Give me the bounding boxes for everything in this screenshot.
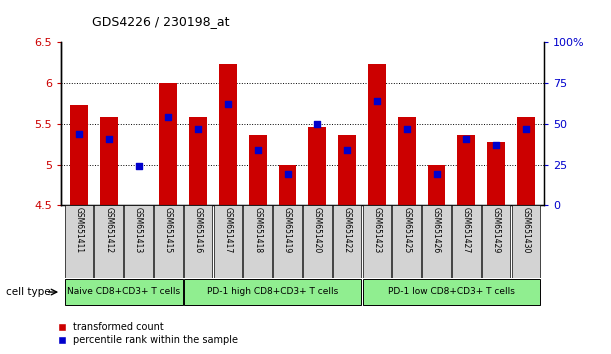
Point: [74, 131, 84, 137]
Text: GSM651415: GSM651415: [164, 207, 173, 254]
Text: GSM651413: GSM651413: [134, 207, 143, 254]
Text: GSM651420: GSM651420: [313, 207, 322, 254]
Bar: [189, 118, 207, 205]
Text: GSM651419: GSM651419: [283, 207, 292, 254]
Bar: [428, 165, 445, 205]
Bar: [487, 142, 505, 205]
Bar: [398, 118, 415, 205]
Bar: [214, 205, 242, 278]
Bar: [70, 105, 88, 205]
Bar: [452, 205, 481, 278]
Bar: [303, 205, 332, 278]
Text: GSM651422: GSM651422: [343, 207, 352, 253]
Point: [193, 126, 203, 132]
Text: GSM651425: GSM651425: [402, 207, 411, 254]
Bar: [243, 205, 272, 278]
Bar: [363, 205, 391, 278]
Text: PD-1 low CD8+CD3+ T cells: PD-1 low CD8+CD3+ T cells: [388, 287, 515, 296]
Legend: transformed count, percentile rank within the sample: transformed count, percentile rank withi…: [54, 319, 242, 349]
Bar: [368, 64, 386, 205]
Point: [134, 164, 144, 169]
Bar: [65, 205, 93, 278]
Point: [164, 115, 174, 120]
Point: [372, 98, 382, 104]
Bar: [363, 279, 540, 305]
Text: GDS4226 / 230198_at: GDS4226 / 230198_at: [92, 15, 229, 28]
Text: GSM651427: GSM651427: [462, 207, 471, 254]
Text: GSM651412: GSM651412: [104, 207, 113, 253]
Bar: [95, 205, 123, 278]
Bar: [422, 205, 451, 278]
Text: GSM651418: GSM651418: [253, 207, 262, 253]
Point: [342, 147, 352, 153]
Point: [491, 142, 501, 148]
Point: [521, 126, 531, 132]
Bar: [392, 205, 421, 278]
Bar: [159, 83, 177, 205]
Bar: [184, 279, 362, 305]
Point: [461, 136, 471, 141]
Bar: [100, 118, 118, 205]
Bar: [124, 205, 153, 278]
Bar: [338, 135, 356, 205]
Bar: [517, 118, 535, 205]
Point: [223, 102, 233, 107]
Point: [431, 172, 441, 177]
Text: cell type: cell type: [6, 287, 51, 297]
Bar: [279, 165, 296, 205]
Point: [104, 136, 114, 141]
Text: GSM651429: GSM651429: [492, 207, 500, 254]
Text: GSM651417: GSM651417: [224, 207, 232, 254]
Point: [402, 126, 412, 132]
Text: GSM651411: GSM651411: [75, 207, 84, 253]
Bar: [511, 205, 540, 278]
Bar: [249, 135, 266, 205]
Text: GSM651416: GSM651416: [194, 207, 203, 254]
Bar: [65, 279, 183, 305]
Text: GSM651430: GSM651430: [521, 207, 530, 254]
Bar: [219, 64, 237, 205]
Bar: [273, 205, 302, 278]
Point: [312, 121, 322, 127]
Text: Naive CD8+CD3+ T cells: Naive CD8+CD3+ T cells: [67, 287, 180, 296]
Bar: [309, 127, 326, 205]
Bar: [482, 205, 510, 278]
Text: GSM651423: GSM651423: [373, 207, 381, 254]
Text: GSM651426: GSM651426: [432, 207, 441, 254]
Bar: [458, 135, 475, 205]
Bar: [184, 205, 213, 278]
Point: [283, 172, 293, 177]
Text: PD-1 high CD8+CD3+ T cells: PD-1 high CD8+CD3+ T cells: [207, 287, 338, 296]
Bar: [154, 205, 183, 278]
Bar: [333, 205, 362, 278]
Point: [253, 147, 263, 153]
